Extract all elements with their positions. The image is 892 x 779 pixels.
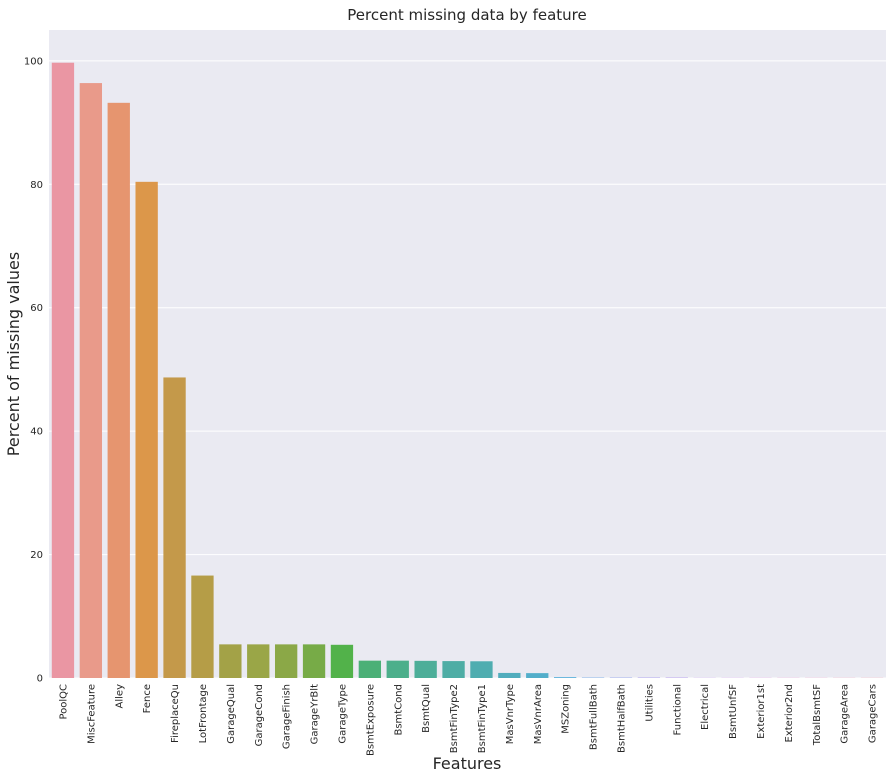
x-tick-label: Fence [142,684,153,713]
y-tick-label: 100 [24,56,43,67]
x-tick-label: MSZoning [561,684,572,734]
x-tick-label: GarageQual [226,684,237,744]
y-tick-label: 0 [37,674,43,685]
x-tick-label: FireplaceQu [170,684,181,743]
bar-BsmtCond [386,660,409,678]
bar-BsmtFinType1 [470,661,493,678]
x-tick-label: BsmtFullBath [589,684,600,750]
x-tick-label: Exterior1st [756,684,767,739]
x-tick-label: GarageFinish [282,684,293,749]
y-tick-label: 40 [30,427,43,438]
y-tick-label: 20 [30,550,43,561]
bars [51,62,884,679]
x-tick-label: Electrical [700,684,711,730]
bar-Fence [135,181,158,678]
bar-GarageType [330,644,354,678]
x-tick-label: PoolQC [58,684,69,720]
x-tick-label: BsmtFinType2 [449,684,460,753]
bar-GarageCond [247,644,270,678]
bar-MSZoning [553,677,577,678]
x-axis-label: Features [433,754,502,773]
x-tick-label: Functional [672,684,683,735]
bar-Alley [107,102,130,678]
x-tick-label: BsmtFinType1 [477,684,488,753]
bar-PoolQC [51,62,75,679]
x-tick-label: BsmtCond [393,684,404,736]
bar-GarageFinish [274,644,298,678]
x-tick-label: GarageType [337,684,348,744]
bar-GarageYrBlt [302,644,326,678]
bar-GarageQual [219,644,242,678]
x-tick-label: BsmtHalfBath [616,684,627,753]
x-tick-label: Alley [114,684,125,709]
bar-BsmtQual [414,660,437,678]
x-tick-label: BsmtQual [421,684,432,733]
x-tick-label: GarageCars [868,684,879,743]
bar-BsmtFinType2 [442,661,465,678]
x-tick-label: GarageCond [254,684,265,746]
bar-MiscFeature [79,83,103,679]
y-tick-label: 60 [30,303,43,314]
y-tick-label: 80 [30,180,43,191]
x-tick-labels: PoolQC MiscFeature Alley Fence FireplaceQu Lo… [58,684,878,756]
bar-MasVnrArea [526,673,549,678]
y-axis-label: Percent of missing values [4,252,23,456]
plot-background [49,30,886,678]
bar-LotFrontage [191,575,214,678]
y-tick-labels: 0 20 40 60 80 100 [24,56,43,684]
bar-FireplaceQu [163,377,186,678]
x-tick-label: BsmtExposure [365,684,376,756]
x-tick-label: MasVnrType [505,684,516,744]
bar-BsmtExposure [358,660,382,678]
x-tick-label: MiscFeature [86,684,97,744]
x-tick-label: Utilities [644,684,655,722]
x-tick-label: GarageYrBlt [310,684,321,744]
bar-MasVnrType [498,672,521,678]
x-tick-label: BsmtUnfSF [728,684,739,739]
x-tick-label: TotalBsmtSF [812,684,823,746]
gridlines [49,60,886,679]
chart-title: Percent missing data by feature [347,6,586,24]
x-tick-label: LotFrontage [198,684,209,743]
x-tick-label: MasVnrArea [533,684,544,744]
x-tick-label: Exterior2nd [784,684,795,742]
x-tick-label: GarageArea [840,684,851,744]
